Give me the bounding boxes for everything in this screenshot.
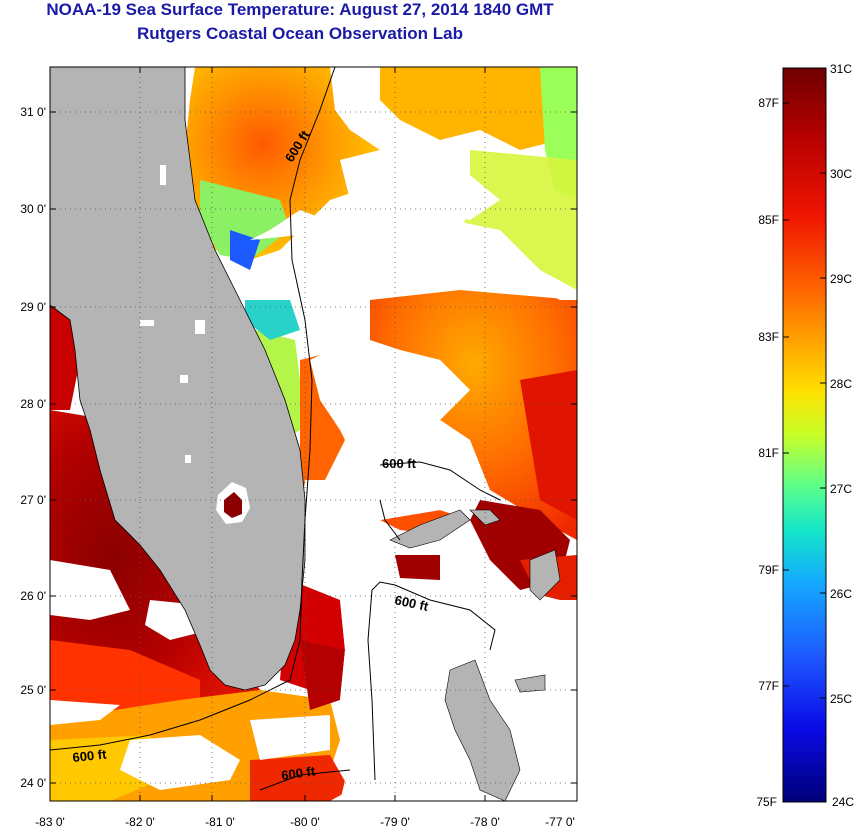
colorbar-ticks [783, 67, 826, 699]
lon-tick-label: -77 0' [545, 815, 575, 829]
lon-tick-label: -83 0' [35, 815, 65, 829]
map-title: NOAA-19 Sea Surface Temperature: August … [46, 0, 554, 19]
lon-tick-label: -82 0' [125, 815, 155, 829]
contour-label: 600 ft [382, 456, 417, 471]
colorbar-c-label: 31C [830, 62, 852, 76]
sst-field [50, 67, 577, 801]
colorbar-f-label: 87F [758, 96, 779, 110]
lat-tick-label: 30 0' [20, 202, 46, 216]
bahamas-land [389, 509, 471, 549]
colorbar-c-label: 30C [830, 167, 852, 181]
colorbar [782, 67, 827, 803]
lat-tick-label: 24 0' [20, 776, 46, 790]
lat-tick-label: 31 0' [20, 105, 46, 119]
colorbar-c-label: 27C [830, 482, 852, 496]
andros-island [444, 659, 521, 801]
colorbar-f-label: 85F [758, 213, 779, 227]
lon-tick-label: -80 0' [290, 815, 320, 829]
colorbar-celsius-labels: 31C 30C 29C 28C 27C 26C 25C 24C [830, 62, 854, 809]
colorbar-f-label: 77F [758, 679, 779, 693]
colorbar-f-label: 81F [758, 446, 779, 460]
colorbar-f-label: 79F [758, 563, 779, 577]
colorbar-c-label: 26C [830, 587, 852, 601]
lat-labels: 31 0' 30 0' 29 0' 28 0' 27 0' 26 0' 25 0… [20, 105, 46, 790]
map-frame [49, 66, 578, 802]
tick-marks [50, 67, 578, 801]
florida-landmass [50, 67, 306, 691]
colorbar-c-label: 29C [830, 272, 852, 286]
contour-label: 600 ft [280, 763, 316, 783]
contour-label: 600 ft [72, 746, 108, 765]
map-subtitle: Rutgers Coastal Ocean Observation Lab [137, 24, 463, 43]
colorbar-f-label: 75F [756, 795, 777, 809]
lat-tick-label: 28 0' [20, 397, 46, 411]
contour-label: 600 ft [393, 592, 430, 614]
lat-tick-label: 27 0' [20, 493, 46, 507]
colorbar-c-label: 28C [830, 377, 852, 391]
colorbar-f-label: 83F [758, 330, 779, 344]
lat-tick-label: 26 0' [20, 589, 46, 603]
lon-tick-label: -78 0' [470, 815, 500, 829]
lat-tick-label: 25 0' [20, 683, 46, 697]
colorbar-c-label: 25C [830, 692, 852, 706]
colorbar-fahrenheit-labels: 87F 85F 83F 81F 79F 77F 75F [756, 96, 779, 809]
lon-tick-label: -81 0' [205, 815, 235, 829]
lat-tick-label: 29 0' [20, 300, 46, 314]
lon-tick-label: -79 0' [380, 815, 410, 829]
lon-labels: -83 0' -82 0' -81 0' -80 0' -79 0' -78 0… [35, 815, 575, 829]
colorbar-c-label: 24C [832, 795, 854, 809]
depth-contours [50, 67, 501, 791]
